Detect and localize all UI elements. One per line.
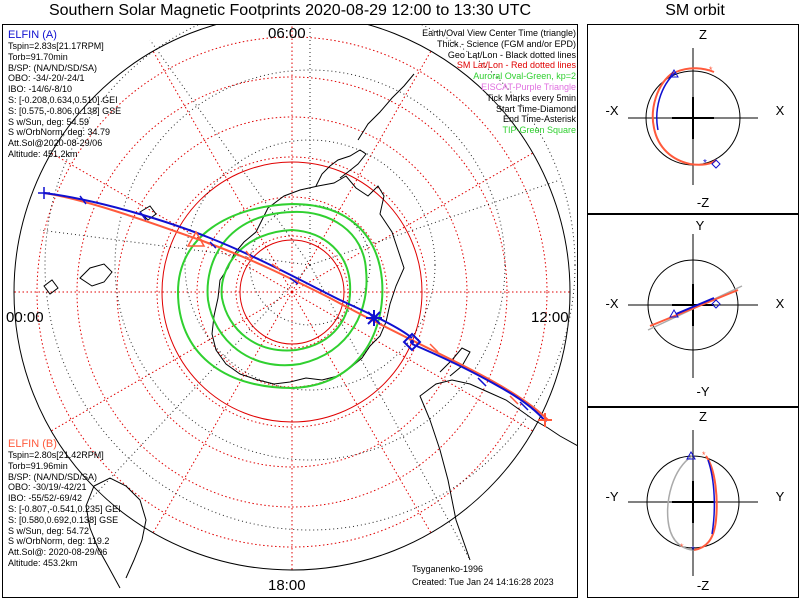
sat-b-line: S: [0.580,0.692,0.138] GSE (8, 514, 119, 525)
legend-item: EISCAT-Purple Triangle (481, 81, 576, 92)
orbit-yz-plot: * * * (628, 430, 758, 576)
orbit-xz-left-label: -X (605, 103, 619, 118)
orbit-xz-top-label: Z (699, 27, 707, 42)
legend-item: Auroral Oval-Green, kp=2 (473, 71, 576, 82)
orbit-xz-bottom-label: -Z (696, 195, 710, 210)
start-cross-marker (38, 187, 50, 199)
legend-item: SM Lat/Lon - Red dotted lines (456, 60, 576, 71)
sat-b-line: S: [-0.807,-0.541,0.235] GEI (8, 503, 121, 514)
sat-b-name: ELFIN (B) (8, 438, 57, 450)
legend-item: Tick Marks every 5min (486, 92, 576, 103)
sat-a-line: S w/Sun, deg: 54.59 (8, 116, 90, 127)
map-legend: Earth/Oval View Center Time (triangle) T… (422, 28, 576, 136)
svg-text:*: * (709, 65, 713, 75)
orbit-xy-bottom-label: -Y (696, 384, 710, 399)
auroral-oval-outer (206, 210, 368, 367)
orbit-xy-right-label: X (775, 296, 785, 311)
legend-item: Geo Lat/Lon - Black dotted lines (447, 49, 576, 60)
svg-text:*: * (702, 450, 706, 460)
hour-label-top: 06:00 (268, 25, 306, 42)
hour-label-bottom: 18:00 (268, 577, 306, 594)
legend-item: Thick - Science (FGM and/or EPD) (436, 38, 576, 49)
sat-a-line: Att.Sol@2020-08-29/06 (8, 138, 103, 149)
sat-a-line: B/SP: (NA/ND/SD/SA) (8, 62, 98, 73)
orbit-xz-plot: * * (628, 48, 758, 185)
legend-item: End Time-Asterisk (502, 114, 576, 125)
antarctic-peninsula (315, 149, 367, 187)
orbit-yz-top-label: Z (699, 409, 707, 424)
legend-item: Earth/Oval View Center Time (triangle) (422, 28, 576, 38)
australia-coastline (85, 477, 147, 589)
sat-b-info: ELFIN (B) Tspin=2.80s[21.42RPM] Torb=91.… (8, 438, 121, 569)
orbit-panel-yz (587, 407, 799, 598)
orbit-xy-top-label: Y (695, 218, 705, 233)
auroral-oval-inner (220, 228, 352, 352)
sat-a-name: ELFIN (A) (8, 29, 57, 41)
sat-b-line: Tspin=2.80s[21.42RPM] (8, 450, 104, 460)
view-center-triangle (186, 230, 206, 247)
elfin-a-footprint-track-late (411, 343, 547, 423)
legend-item: TIP-Green Square (502, 125, 576, 136)
end-asterisk-marker (366, 310, 382, 326)
created-timestamp: Created: Tue Jan 24 14:16:28 2023 (412, 577, 554, 587)
start-diamond-marker (402, 332, 422, 352)
svg-text:*: * (691, 545, 695, 556)
sat-b-line: Torb=91.96min (8, 460, 68, 471)
africa-coastline (357, 73, 415, 141)
map-panel (2, 24, 578, 598)
island-outline (43, 279, 59, 295)
orbit-xy-left-label: -X (605, 296, 619, 311)
orbit-yz-bottom-label: -Z (696, 578, 710, 593)
sat-b-line: IBO: -55/52/-69/42 (8, 493, 83, 504)
sat-a-line: Tspin=2.83s[21.17RPM] (8, 41, 104, 51)
sat-b-line: S w/OrbNorm, deg: 119.2 (8, 536, 110, 547)
auroral-oval-dayside (176, 202, 384, 390)
sat-a-line: Altitude: 451.2km (8, 148, 78, 159)
orbit-xy-plot (628, 234, 758, 378)
orbit-yz-left-label: -Y (605, 489, 619, 504)
svg-text:*: * (680, 542, 684, 552)
elfin-a-tick-marks (79, 195, 529, 411)
sat-a-line: S: [-0.208,0.634,0.510] GEI (8, 94, 118, 105)
svg-text:*: * (703, 158, 707, 169)
sat-a-line: OBO: -34/-20/-24/1 (8, 73, 85, 84)
orbit-panel-xz (587, 24, 799, 214)
sat-a-line: S w/OrbNorm, deg: 34.79 (8, 127, 111, 138)
orbit-xz-right-label: X (775, 103, 785, 118)
elfin-b-tick-marks (245, 250, 519, 405)
end-asterisk-marker (538, 413, 552, 427)
sat-a-line: Torb=91.70min (8, 51, 68, 62)
south-america-coastline (419, 379, 577, 561)
orbit-yz-right-label: Y (775, 489, 785, 504)
sat-b-line: OBO: -30/19/-42/21 (8, 482, 87, 493)
orbit-title: SM orbit (665, 2, 725, 19)
sm-boundary-circle (161, 161, 423, 423)
island-outline (139, 205, 157, 221)
geo-grid (39, 25, 576, 561)
sat-b-line: B/SP: (NA/ND/SD/SA) (8, 471, 98, 482)
sat-a-line: IBO: -14/6/-8/10 (8, 84, 73, 95)
legend-item: Start Time-Diamond (495, 103, 576, 114)
map-horizon-circle (13, 25, 571, 571)
new-zealand-coastline (79, 263, 113, 287)
hour-label-right: 12:00 (531, 309, 569, 326)
sat-b-line: Altitude: 453.2km (8, 557, 78, 568)
model-credit: Tsyganenko-1996 (412, 564, 484, 574)
hour-label-left: 00:00 (6, 309, 44, 326)
sat-a-line: S: [0.575,-0.806,0.138] GSE (8, 105, 122, 116)
plot-title: Southern Solar Magnetic Footprints 2020-… (48, 2, 532, 19)
elfin-b-footprint-track (43, 192, 549, 421)
sat-a-info: ELFIN (A) Tspin=2.83s[21.17RPM] Torb=91.… (8, 29, 121, 160)
sat-b-line: Att.Sol@: 2020-08-29/06 (8, 547, 108, 558)
orbit-panel-xy (587, 214, 799, 407)
sat-b-line: S w/Sun, deg: 54.72 (8, 525, 90, 536)
start-marker-center (410, 340, 414, 344)
